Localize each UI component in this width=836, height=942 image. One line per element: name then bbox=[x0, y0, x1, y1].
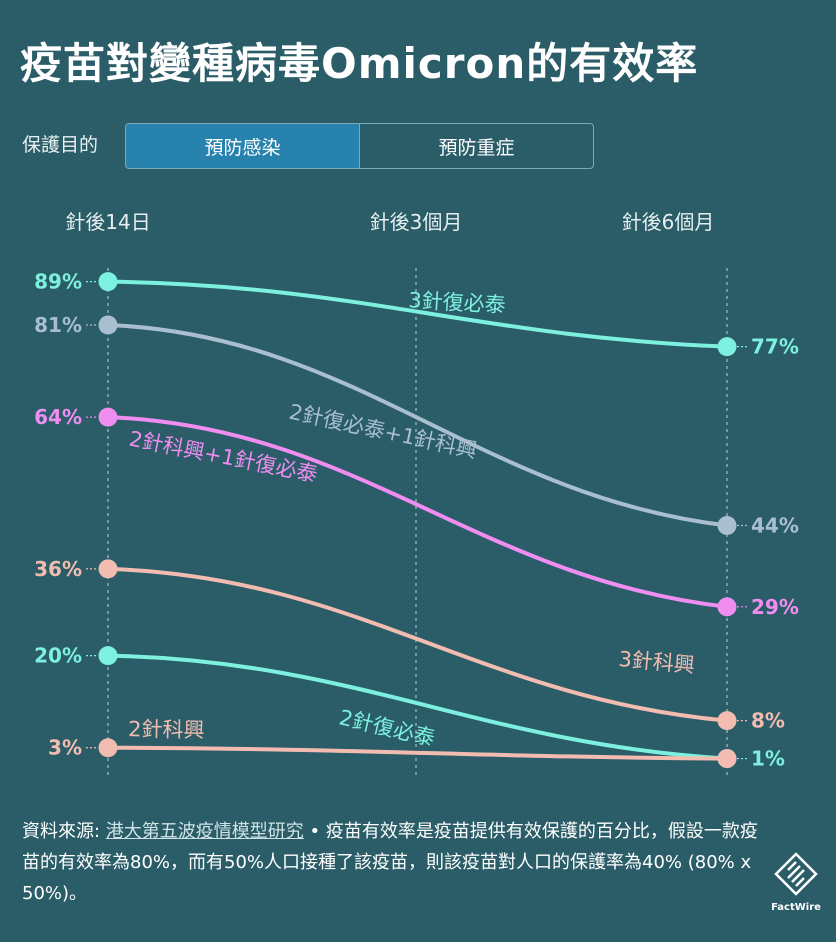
note-text: • 疫苗有效率是疫苗提供有效保護的百分比，假設一款疫苗的有效率為80%，而有50… bbox=[22, 821, 758, 904]
start-value-label-5: 3% bbox=[48, 736, 82, 760]
timepoint-label-6-months: 針後6個月 bbox=[621, 210, 715, 234]
series-line-1 bbox=[107, 322, 728, 528]
series-name-label-1: 2針復必泰+1針科興 bbox=[287, 400, 479, 463]
end-value-label-2: 29% bbox=[751, 595, 799, 619]
page-title: 疫苗對變種病毒Omicron的有效率 bbox=[20, 39, 699, 88]
start-value-label-1: 81% bbox=[34, 313, 82, 337]
series-line-4 bbox=[107, 653, 728, 761]
tab-prevent-severe[interactable]: 預防重症 bbox=[359, 124, 593, 168]
start-value-label-4: 20% bbox=[34, 644, 82, 668]
series-line-5 bbox=[107, 745, 728, 761]
end-value-label-1: 44% bbox=[751, 514, 799, 538]
purpose-toggle[interactable]: 預防感染 預防重症 bbox=[125, 123, 594, 169]
series-end-point-2 bbox=[717, 597, 737, 617]
series-start-point-0 bbox=[98, 272, 118, 292]
series-name-label-2: 2針科興+1針復必泰 bbox=[127, 427, 319, 487]
factwire-logo: FactWire bbox=[770, 852, 822, 913]
series-start-point-1 bbox=[98, 315, 118, 335]
note-prefix: 資料來源: bbox=[22, 821, 106, 842]
series-start-point-4 bbox=[98, 646, 118, 666]
series-line-0 bbox=[107, 279, 728, 349]
timepoint-label-3-months: 針後3個月 bbox=[369, 210, 463, 234]
series-name-label-3: 3針科興 bbox=[618, 647, 696, 678]
end-value-label-0: 77% bbox=[751, 335, 799, 359]
series-name-label-4: 2針復必泰 bbox=[337, 705, 437, 750]
series-line-2 bbox=[107, 415, 728, 609]
tab-prevent-infection[interactable]: 預防感染 bbox=[126, 124, 359, 168]
series-start-point-2 bbox=[98, 407, 118, 427]
series-start-point-3 bbox=[98, 559, 118, 579]
series-line-3 bbox=[107, 566, 728, 723]
end-value-label-3: 8% bbox=[751, 709, 785, 733]
source-note: 資料來源: 港大第五波疫情模型研究 • 疫苗有效率是疫苗提供有效保護的百分比，假… bbox=[22, 816, 762, 909]
logo-text: FactWire bbox=[771, 902, 821, 913]
series-name-label-0: 3針復必泰 bbox=[408, 288, 506, 317]
series-end-point-5 bbox=[717, 749, 737, 769]
filter-label: 保護目的 bbox=[22, 134, 99, 156]
end-value-label-4: 1% bbox=[751, 747, 785, 771]
timepoint-label-14-days: 針後14日 bbox=[65, 210, 151, 234]
start-value-label-3: 36% bbox=[34, 557, 82, 581]
series-end-point-3 bbox=[717, 711, 737, 731]
start-value-label-0: 89% bbox=[34, 270, 82, 294]
series-end-point-0 bbox=[717, 337, 737, 357]
start-value-label-2: 64% bbox=[34, 405, 82, 429]
series-end-point-1 bbox=[717, 516, 737, 536]
series-name-label-5: 2針科興 bbox=[128, 717, 205, 742]
factwire-logo-icon bbox=[774, 852, 818, 896]
series-start-point-5 bbox=[98, 738, 118, 758]
source-link[interactable]: 港大第五波疫情模型研究 bbox=[105, 821, 304, 842]
